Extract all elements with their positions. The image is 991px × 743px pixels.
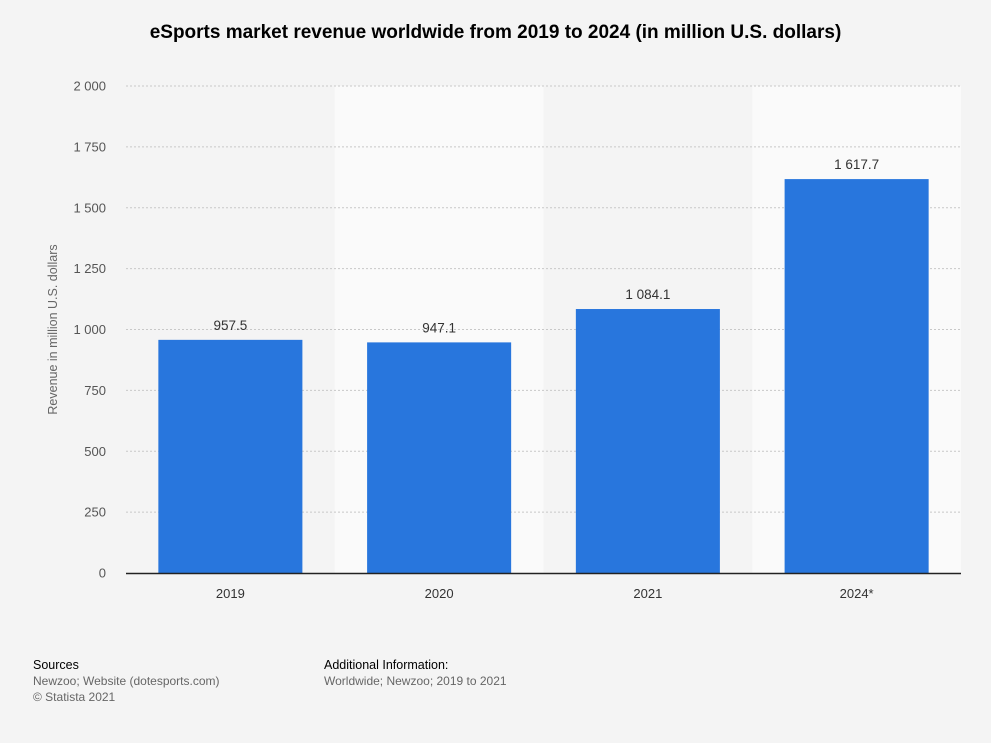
bars [158, 179, 929, 573]
y-tick-label: 1 250 [73, 261, 106, 276]
y-tick-label: 250 [84, 505, 106, 520]
bar[interactable] [784, 179, 929, 573]
bar[interactable] [575, 309, 720, 573]
x-tick-label: 2020 [425, 586, 454, 601]
data-label: 1 084.1 [625, 287, 670, 302]
bar[interactable] [158, 339, 303, 573]
sources-block: Sources Newzoo; Website (dotesports.com)… [33, 657, 220, 705]
y-tick-label: 2 000 [73, 79, 106, 94]
y-axis-label: Revenue in million U.S. dollars [46, 244, 60, 414]
y-tick-label: 1 750 [73, 139, 106, 154]
additional-info-heading: Additional Information: [324, 658, 449, 672]
y-tick-label: 1 000 [73, 322, 106, 337]
y-tick-label: 750 [84, 383, 106, 398]
y-tick-label: 0 [99, 566, 106, 581]
y-tick-label: 500 [84, 444, 106, 459]
x-tick-label: 2021 [633, 586, 662, 601]
chart-title: eSports market revenue worldwide from 20… [149, 22, 842, 43]
data-label: 1 617.7 [834, 157, 879, 172]
x-tick-label: 2019 [216, 586, 245, 601]
y-axis-ticks: 0 250 500 750 1 000 1 250 1 500 1 750 2 000 [73, 79, 106, 581]
x-axis-ticks: 2019 2020 2021 2024* [216, 586, 874, 601]
data-label: 957.5 [213, 318, 247, 333]
value-labels: 957.5 947.1 1 084.1 1 617.7 [213, 157, 879, 335]
gridlines [126, 85, 961, 513]
sources-line-1[interactable]: Newzoo; Website (dotesports.com) [33, 674, 220, 688]
x-tick-label: 2024* [840, 586, 874, 601]
additional-info-block: Additional Information: Worldwide; Newzo… [324, 657, 507, 689]
sources-line-2: © Statista 2021 [33, 690, 116, 704]
data-label: 947.1 [422, 320, 456, 335]
sources-heading: Sources [33, 658, 79, 672]
bar[interactable] [367, 342, 512, 573]
additional-info-text: Worldwide; Newzoo; 2019 to 2021 [324, 674, 507, 688]
y-tick-label: 1 500 [73, 200, 106, 215]
